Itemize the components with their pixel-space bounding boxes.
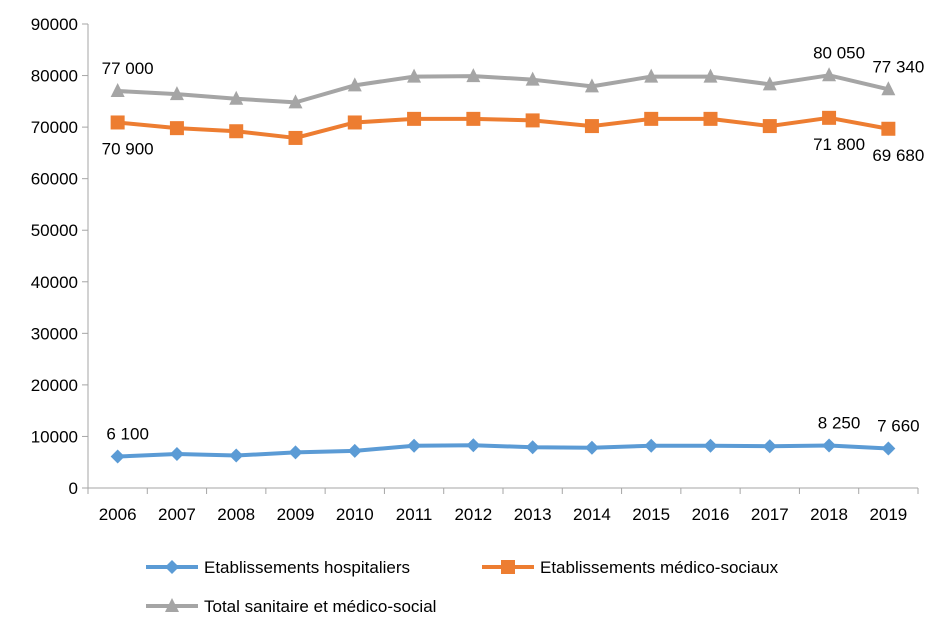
- data-point: [407, 438, 422, 453]
- y-tick-label: 50000: [31, 221, 78, 240]
- data-label: 80 050: [813, 43, 865, 62]
- data-point: [822, 110, 837, 125]
- series-line: [117, 73, 889, 105]
- x-tick-label: 2010: [336, 505, 374, 524]
- legend-label: Etablissements médico-sociaux: [540, 558, 779, 577]
- data-point: [347, 77, 362, 92]
- series-line: [117, 443, 889, 459]
- data-point: [822, 67, 837, 82]
- series-3: [110, 67, 896, 109]
- legend-swatch-marker: [165, 598, 179, 612]
- data-point: [525, 71, 540, 86]
- data-point: [288, 130, 303, 145]
- data-point: [347, 443, 362, 458]
- data-point: [525, 113, 540, 128]
- data-point: [229, 124, 244, 139]
- x-tick-label: 2009: [277, 505, 315, 524]
- data-point: [644, 438, 659, 453]
- data-point: [703, 111, 718, 126]
- data-point: [110, 115, 125, 130]
- data-label: 77 000: [102, 59, 154, 78]
- y-tick-label: 0: [69, 479, 78, 498]
- legend-label: Etablissements hospitaliers: [204, 558, 410, 577]
- y-tick-label: 20000: [31, 376, 78, 395]
- x-tick-label: 2014: [573, 505, 611, 524]
- data-label: 77 340: [872, 57, 924, 76]
- series-2: [110, 110, 896, 145]
- data-point: [169, 446, 184, 461]
- y-tick-label: 10000: [31, 427, 78, 446]
- series-1: [110, 438, 896, 464]
- data-point: [407, 68, 422, 83]
- x-tick-label: 2011: [396, 505, 433, 524]
- x-tick-label: 2015: [632, 505, 670, 524]
- series-layer: [110, 67, 896, 464]
- y-tick-label: 90000: [31, 15, 78, 34]
- data-label: 69 680: [872, 146, 924, 165]
- x-tick-label: 2017: [751, 505, 789, 524]
- x-tick-label: 2007: [158, 505, 196, 524]
- data-point: [466, 68, 481, 83]
- data-point: [110, 449, 125, 464]
- data-point: [644, 111, 659, 126]
- x-tick-label: 2018: [810, 505, 848, 524]
- x-tick-label: 2013: [514, 505, 552, 524]
- data-point: [881, 121, 896, 136]
- data-label: 8 250: [818, 413, 861, 432]
- data-point: [229, 448, 244, 463]
- data-point: [169, 121, 184, 136]
- data-point: [407, 111, 422, 126]
- data-label: 70 900: [102, 139, 154, 158]
- data-point: [644, 68, 659, 83]
- data-point: [525, 440, 540, 455]
- x-tick-label: 2012: [454, 505, 492, 524]
- x-tick-label: 2019: [869, 505, 907, 524]
- legend-swatch-marker: [165, 560, 179, 574]
- x-tick-label: 2016: [692, 505, 730, 524]
- data-point: [169, 86, 184, 101]
- data-point: [288, 445, 303, 460]
- data-point: [762, 439, 777, 454]
- axes: 0 10000 20000 30000 40000 50000 60000 70000 8000…: [31, 15, 919, 524]
- data-point: [584, 440, 599, 455]
- data-point: [229, 90, 244, 105]
- data-point: [288, 94, 303, 109]
- data-point: [584, 119, 599, 134]
- data-label: 6 100: [106, 425, 149, 444]
- data-point: [110, 83, 125, 98]
- x-tick-label: 2006: [99, 505, 137, 524]
- data-point: [584, 78, 599, 93]
- x-tick-label: 2008: [217, 505, 255, 524]
- series-line: [117, 115, 889, 140]
- data-point: [881, 81, 896, 96]
- legend-item-1: Etablissements hospitaliers: [146, 558, 410, 577]
- data-point: [762, 119, 777, 134]
- data-point: [466, 438, 481, 453]
- data-point: [466, 111, 481, 126]
- legend-label: Total sanitaire et médico-social: [204, 597, 436, 616]
- y-tick-label: 60000: [31, 170, 78, 189]
- y-tick-label: 30000: [31, 324, 78, 343]
- data-point: [822, 438, 837, 453]
- data-labels: 6 100 8 250 7 660 70 900 71 800 69 680 77 000 8…: [102, 43, 925, 443]
- data-point: [881, 441, 896, 456]
- legend: Etablissements hospitaliers Etablissement…: [146, 558, 779, 616]
- data-label: 71 800: [813, 135, 865, 154]
- legend-item-3: Total sanitaire et médico-social: [146, 597, 436, 616]
- y-tick-label: 80000: [31, 67, 78, 86]
- data-point: [347, 115, 362, 130]
- legend-swatch-marker: [501, 560, 515, 574]
- data-point: [703, 438, 718, 453]
- data-point: [703, 68, 718, 83]
- data-point: [762, 76, 777, 91]
- y-tick-label: 40000: [31, 273, 78, 292]
- legend-item-2: Etablissements médico-sociaux: [482, 558, 779, 577]
- data-label: 7 660: [877, 417, 920, 436]
- y-tick-label: 70000: [31, 118, 78, 137]
